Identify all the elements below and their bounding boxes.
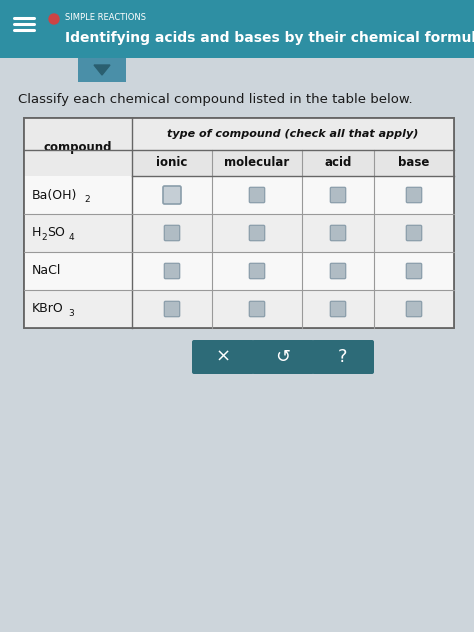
FancyBboxPatch shape xyxy=(330,225,346,241)
FancyBboxPatch shape xyxy=(330,264,346,279)
Bar xyxy=(24,118,132,176)
Text: ↺: ↺ xyxy=(275,348,291,366)
Bar xyxy=(24,176,454,214)
Bar xyxy=(132,150,454,176)
Text: SO: SO xyxy=(47,226,65,240)
Text: NaCl: NaCl xyxy=(32,265,61,277)
Bar xyxy=(24,118,454,328)
Text: compound: compound xyxy=(44,140,112,154)
Bar xyxy=(24,252,454,290)
FancyBboxPatch shape xyxy=(249,301,264,317)
Text: base: base xyxy=(398,157,430,169)
Text: type of compound (check all that apply): type of compound (check all that apply) xyxy=(167,129,419,139)
FancyBboxPatch shape xyxy=(406,264,422,279)
FancyBboxPatch shape xyxy=(164,264,180,279)
Bar xyxy=(132,118,454,150)
Text: KBrO: KBrO xyxy=(32,303,64,315)
Text: H: H xyxy=(32,226,41,240)
Text: 2: 2 xyxy=(84,195,90,205)
FancyBboxPatch shape xyxy=(330,187,346,203)
Bar xyxy=(24,214,454,252)
FancyBboxPatch shape xyxy=(406,187,422,203)
FancyBboxPatch shape xyxy=(249,187,264,203)
Bar xyxy=(24,118,454,328)
FancyBboxPatch shape xyxy=(406,225,422,241)
Circle shape xyxy=(49,14,59,24)
FancyBboxPatch shape xyxy=(252,340,314,374)
Text: Identifying acids and bases by their chemical formula: Identifying acids and bases by their che… xyxy=(65,31,474,45)
Text: SIMPLE REACTIONS: SIMPLE REACTIONS xyxy=(65,13,146,21)
Text: ionic: ionic xyxy=(156,157,188,169)
Text: ×: × xyxy=(216,348,230,366)
FancyBboxPatch shape xyxy=(330,301,346,317)
Bar xyxy=(0,0,474,58)
FancyBboxPatch shape xyxy=(249,264,264,279)
Text: acid: acid xyxy=(324,157,352,169)
FancyBboxPatch shape xyxy=(163,186,181,204)
FancyBboxPatch shape xyxy=(164,301,180,317)
FancyBboxPatch shape xyxy=(164,225,180,241)
Text: molecular: molecular xyxy=(224,157,290,169)
FancyBboxPatch shape xyxy=(249,225,264,241)
Text: 2: 2 xyxy=(41,233,46,243)
FancyBboxPatch shape xyxy=(192,340,254,374)
Text: ?: ? xyxy=(338,348,348,366)
FancyBboxPatch shape xyxy=(312,340,374,374)
Text: 3: 3 xyxy=(68,310,74,319)
Text: 4: 4 xyxy=(69,233,74,243)
Polygon shape xyxy=(94,65,110,75)
FancyBboxPatch shape xyxy=(78,58,126,82)
Text: Classify each chemical compound listed in the table below.: Classify each chemical compound listed i… xyxy=(18,94,413,107)
Bar xyxy=(24,290,454,328)
Text: Ba(OH): Ba(OH) xyxy=(32,188,77,202)
FancyBboxPatch shape xyxy=(406,301,422,317)
